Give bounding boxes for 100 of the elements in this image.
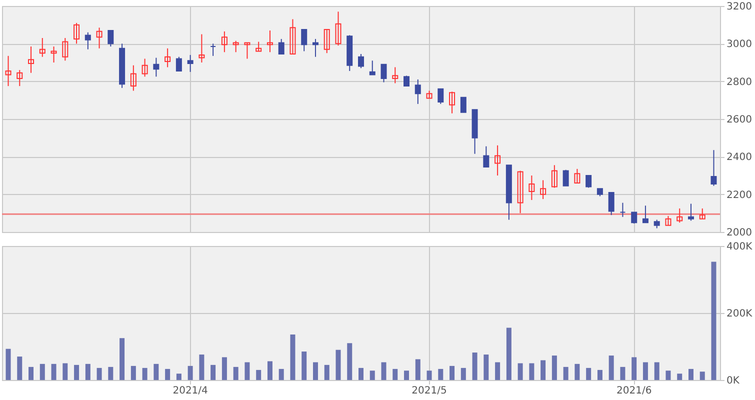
bar: [256, 370, 262, 380]
candlestick: [312, 38, 318, 58]
candlestick: [586, 175, 592, 188]
candlestick: [130, 64, 136, 92]
candlestick: [358, 54, 364, 69]
bar: [472, 352, 478, 380]
bar: [404, 370, 410, 380]
bar: [199, 354, 204, 380]
bar: [688, 368, 694, 380]
candlestick: [108, 30, 114, 47]
candlestick: [404, 75, 410, 87]
candlestick: [380, 64, 387, 83]
candlestick: [335, 11, 342, 46]
bar: [28, 366, 34, 380]
bar: [700, 372, 705, 380]
candlestick: [50, 46, 57, 63]
candlestick: [540, 180, 546, 200]
candlestick: [266, 30, 273, 53]
bar: [563, 366, 568, 380]
bar: [222, 357, 227, 380]
candlestick: [164, 48, 171, 68]
candlestick: [574, 168, 580, 184]
bar: [165, 368, 170, 380]
y-tick-label: 2600: [726, 114, 752, 126]
candlestick: [517, 170, 524, 214]
candlestick: [74, 22, 80, 44]
bar: [267, 361, 272, 380]
candlestick: [483, 146, 490, 168]
bar: [540, 360, 546, 380]
bar: [677, 374, 682, 380]
bar: [426, 370, 432, 380]
candlestick: [414, 78, 421, 104]
candlestick: [301, 29, 308, 52]
bar: [324, 364, 330, 380]
candlestick: [699, 208, 706, 220]
bar: [666, 370, 671, 380]
candlestick: [256, 41, 262, 52]
candlestick: [642, 205, 648, 224]
candlestick: [528, 175, 535, 200]
candlestick: [449, 91, 456, 114]
bar: [518, 363, 523, 380]
bar: [278, 368, 284, 380]
candlestick: [221, 30, 228, 53]
candlestick: [5, 55, 12, 87]
bar: [62, 363, 68, 380]
bar: [654, 362, 660, 380]
candlestick: [631, 212, 638, 224]
y-tick-label: 2800: [726, 76, 752, 88]
y-tick-label: 3200: [726, 2, 752, 12]
bar: [6, 348, 11, 380]
x-tick-label: 2021/6: [616, 386, 652, 396]
bar: [529, 363, 534, 380]
bar: [108, 366, 114, 380]
bar: [244, 362, 250, 380]
y-tick-label: 2400: [726, 152, 752, 164]
bar: [302, 352, 307, 380]
bar: [188, 366, 193, 380]
bar: [290, 334, 296, 380]
candlestick: [84, 32, 91, 50]
bar: [620, 366, 626, 380]
candlestick: [142, 58, 148, 78]
bar: [381, 362, 386, 380]
x-tick-label: 2021/5: [412, 386, 447, 396]
bar: [210, 364, 216, 380]
candlestick: [176, 56, 182, 72]
candlestick: [324, 29, 330, 54]
candlestick: [244, 42, 250, 60]
y-tick-label: 3000: [726, 39, 752, 50]
candlestick: [620, 202, 626, 218]
candlestick: [278, 38, 284, 55]
bar: [415, 359, 420, 380]
bar: [96, 368, 102, 380]
candlestick: [392, 66, 398, 84]
x-tick-label: 2021/4: [172, 386, 208, 396]
bar: [506, 328, 512, 380]
candlestick: [39, 38, 46, 58]
candlestick: [494, 144, 501, 176]
candlestick: [232, 40, 239, 53]
candlestick: [369, 60, 376, 76]
y-tick-label: 200K: [726, 308, 753, 320]
candlestick: [198, 34, 205, 63]
bar: [336, 350, 341, 380]
bar: [74, 364, 80, 380]
bar: [642, 362, 648, 380]
bar: [142, 368, 148, 380]
bar: [711, 262, 716, 380]
bar: [552, 356, 557, 380]
y-tick-label: 0K: [726, 376, 740, 386]
y-tick-label: 2000: [726, 228, 752, 238]
bar: [358, 368, 364, 380]
bar: [120, 338, 125, 380]
bar: [17, 356, 22, 380]
bar: [608, 356, 614, 380]
candlestick: [16, 70, 23, 87]
candlestick: [96, 27, 102, 49]
candlestick: [187, 54, 194, 72]
bar: [597, 370, 602, 380]
bar: [233, 366, 238, 380]
bar: [312, 362, 318, 380]
bar: [586, 368, 592, 380]
